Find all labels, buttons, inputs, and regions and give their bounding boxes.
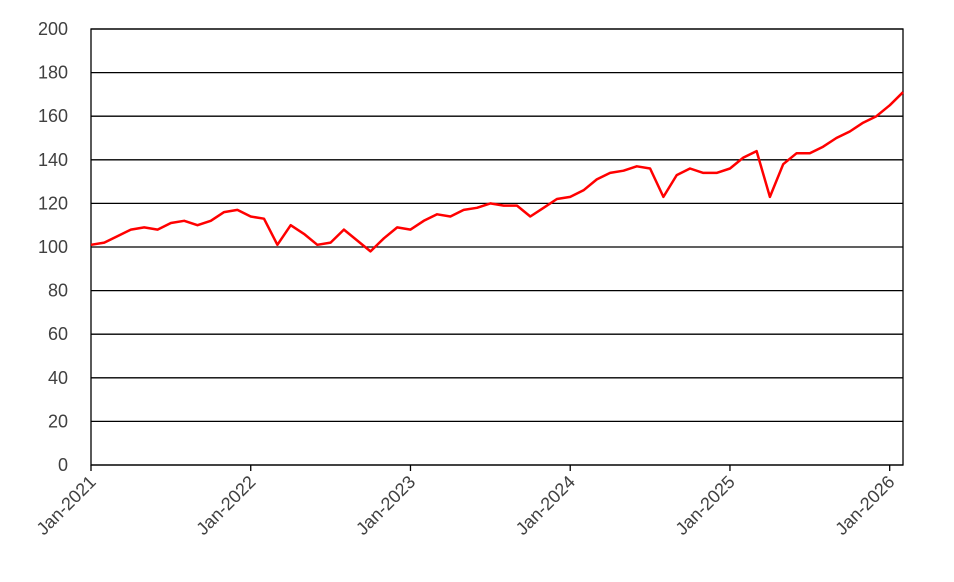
y-tick-label: 120 — [38, 193, 68, 213]
x-tick-label: Jan-2026 — [831, 472, 898, 539]
y-tick-label: 140 — [38, 150, 68, 170]
line-series — [90, 91, 904, 253]
x-tick-label: Jan-2024 — [512, 472, 579, 539]
x-tick-label: Jan-2022 — [192, 472, 259, 539]
x-tick-label: Jan-2023 — [352, 472, 419, 539]
y-tick-label: 160 — [38, 106, 68, 126]
y-tick-label: 60 — [48, 324, 68, 344]
y-tick-label: 80 — [48, 281, 68, 301]
y-tick-label: 20 — [48, 411, 68, 431]
x-tick-label: Jan-2025 — [672, 472, 739, 539]
x-tick-label: Jan-2021 — [33, 472, 100, 539]
plot-border — [90, 28, 904, 466]
y-tick-label: 180 — [38, 63, 68, 83]
y-tick-label: 40 — [48, 368, 68, 388]
y-tick-label: 0 — [58, 455, 68, 475]
y-tick-label: 200 — [38, 19, 68, 39]
y-tick-label: 100 — [38, 237, 68, 257]
